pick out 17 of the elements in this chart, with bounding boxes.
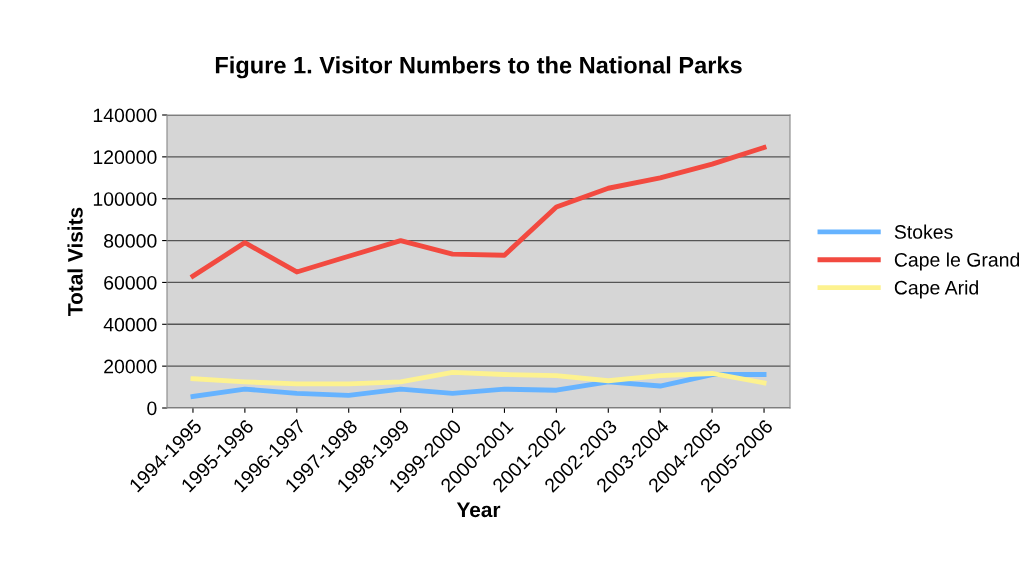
line-series xyxy=(190,369,767,387)
y-tick-label: 60000 xyxy=(104,275,157,290)
y-tick-label: 0 xyxy=(147,401,157,416)
y-axis-title: Total Visits xyxy=(67,207,83,316)
legend-label: Stokes xyxy=(894,224,953,239)
y-tick-label: 80000 xyxy=(104,234,157,248)
legend-label: Cape Arid xyxy=(894,280,978,299)
y-tick-label: 100000 xyxy=(93,192,157,206)
y-tick-label: 120000 xyxy=(93,150,157,165)
legend-label: Cape le Grand xyxy=(894,252,1020,271)
y-tick-label: 40000 xyxy=(103,317,157,332)
line-series xyxy=(190,372,767,399)
y-tick-label: 140000 xyxy=(93,108,157,123)
chart-title: Figure 1. Visitor Numbers to the National Parks xyxy=(215,56,742,79)
x-axis-title: Year xyxy=(456,502,501,518)
line-series xyxy=(190,145,767,279)
y-tick-label: 20000 xyxy=(104,359,157,374)
